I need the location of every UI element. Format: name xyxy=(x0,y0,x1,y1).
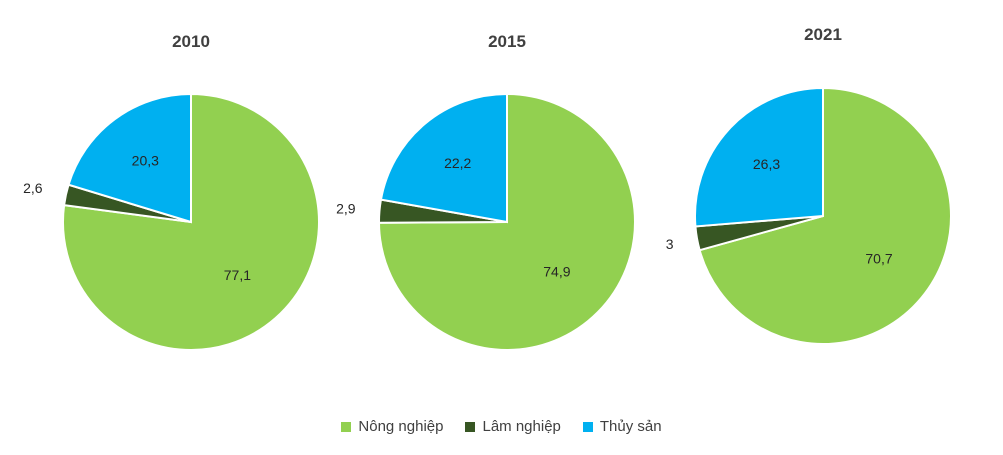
slice-2010-thuy-san xyxy=(67,92,192,224)
slice-2021-nong-nghiep xyxy=(698,86,952,345)
legend-label-nong-nghiep: Nông nghiệp xyxy=(358,418,444,435)
slice-2015-nong-nghiep xyxy=(377,92,636,351)
data-label-2015-nong-nghiep: 74,9 xyxy=(543,264,570,280)
legend-swatch-nong-nghiep xyxy=(341,421,352,432)
pie-chart-2010: 77,1 2,6 20,3 2010 xyxy=(23,32,320,351)
chart-title-2010: 2010 xyxy=(172,32,210,51)
pie-charts: 77,1 2,6 20,3 2010 74,9 2,9 22,2 2015 70,7 3 26,3 2… xyxy=(23,25,952,351)
data-label-2010-thuy-san: 20,3 xyxy=(132,152,159,168)
legend-swatch-thuy-san xyxy=(582,421,593,432)
legend-item-nong-nghiep: Nông nghiệp xyxy=(341,418,443,435)
legend-swatch-lam-nghiep xyxy=(465,421,476,432)
chart-title-2015: 2015 xyxy=(488,32,526,51)
data-label-2015-thuy-san: 22,2 xyxy=(444,155,471,171)
data-label-2010-nong-nghiep: 77,1 xyxy=(224,267,251,283)
data-label-2021-thuy-san: 26,3 xyxy=(753,156,780,172)
pie-chart-2021: 70,7 3 26,3 2021 xyxy=(666,25,952,345)
slice-2010-nong-nghiep xyxy=(62,92,320,351)
legend: Nông nghiệp Lâm nghiệp Thủy sản xyxy=(0,418,1003,435)
slice-2015-thuy-san xyxy=(379,92,508,224)
legend-item-lam-nghiep: Lâm nghiệp xyxy=(465,418,561,435)
data-label-2021-lam-nghiep: 3 xyxy=(666,236,674,252)
slice-2021-thuy-san xyxy=(694,86,824,228)
data-label-2021-nong-nghiep: 70,7 xyxy=(865,251,892,267)
legend-label-thuy-san: Thủy sản xyxy=(599,418,662,435)
data-label-2010-lam-nghiep: 2,6 xyxy=(23,180,43,196)
pie-chart-2015: 74,9 2,9 22,2 2015 xyxy=(336,32,636,351)
legend-item-thuy-san: Thủy sản xyxy=(582,418,662,435)
data-label-2015-lam-nghiep: 2,9 xyxy=(336,200,356,216)
chart-title-2021: 2021 xyxy=(804,25,842,44)
legend-label-lam-nghiep: Lâm nghiệp xyxy=(482,418,561,435)
